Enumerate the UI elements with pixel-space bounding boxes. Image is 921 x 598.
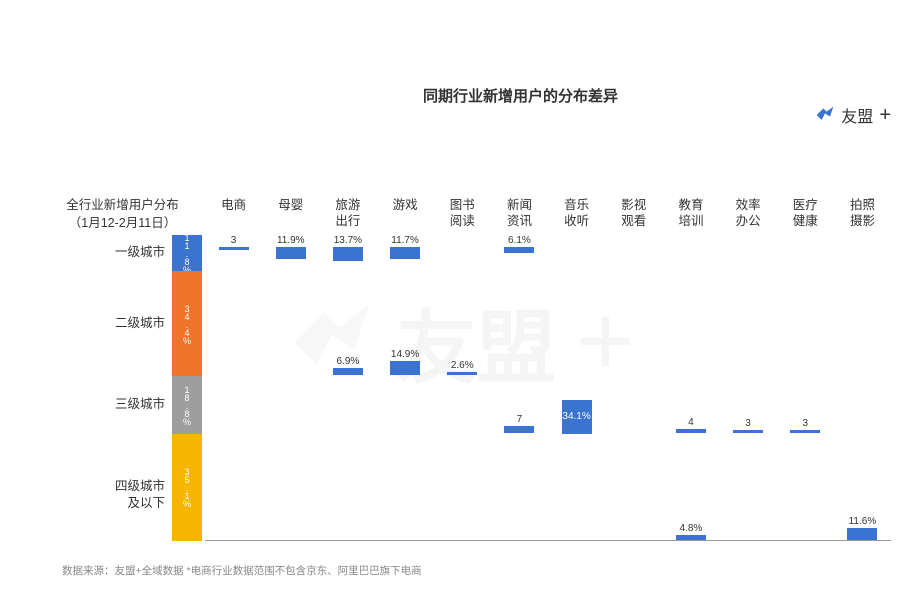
chart-title: 同期行业新增用户的分布差异 [120, 85, 921, 106]
bar-rect [333, 247, 363, 261]
column-header: 医疗健康 [777, 195, 834, 235]
bar: 4.8% [676, 523, 706, 540]
chart-area: 全行业新增用户分布 （1月12-2月11日） 11.8%34.4%18.8%35… [40, 195, 891, 548]
left-column: 全行业新增用户分布 （1月12-2月11日） 11.8%34.4%18.8%35… [40, 195, 205, 548]
bar-value-label: 11.7% [391, 235, 419, 246]
left-header: 全行业新增用户分布 （1月12-2月11日） [40, 195, 205, 235]
column-header: 游戏 [377, 195, 434, 235]
bar-value-label: 3 [231, 235, 237, 246]
bar-grid: 3 11.9% 13.7% 11.7% 6.1% 6.9% 14.9% 2.6% 7 34.1% 4… [205, 235, 891, 541]
stack-segment: 11.8% [172, 235, 202, 271]
bar-value-label: 7 [517, 414, 523, 425]
bar-value-label: 14.9% [391, 349, 419, 360]
bar-value-label: 34.1% [562, 411, 590, 422]
row-label: 三级城市 [115, 396, 165, 412]
column-header: 旅游出行 [319, 195, 376, 235]
bar: 4 [676, 417, 706, 433]
bar: 7 [504, 414, 534, 433]
bar: 6.1% [504, 235, 534, 253]
bar-value-label: 6.1% [508, 235, 531, 246]
stack-segment: 18.8% [172, 376, 202, 433]
bar-rect [676, 429, 706, 433]
row-label: 四级城市及以下 [115, 478, 165, 511]
bar: 14.9% [390, 349, 420, 376]
bar: 6.9% [333, 356, 363, 375]
bar-rect [390, 247, 420, 259]
left-header-line2: （1月12-2月11日） [40, 215, 205, 233]
bar-value-label: 4 [688, 417, 694, 428]
bar-rect [276, 247, 306, 259]
column-header: 效率办公 [720, 195, 777, 235]
bar-value-label: 11.6% [849, 516, 877, 527]
bar: 2.6% [447, 360, 477, 375]
bar-rect [847, 528, 877, 540]
column-header: 音乐收听 [548, 195, 605, 235]
bar: 3 [790, 418, 820, 433]
bar-value-label: 2.6% [451, 360, 474, 371]
bar-value-label: 3 [745, 418, 751, 429]
column-header: 母婴 [262, 195, 319, 235]
row-labels: 一级城市二级城市三级城市四级城市及以下 [40, 235, 165, 541]
row-label: 一级城市 [115, 244, 165, 260]
bar-value-label: 11.9% [277, 235, 305, 246]
bar-rect [504, 247, 534, 253]
bar: 13.7% [333, 235, 363, 261]
bar: 11.7% [390, 235, 420, 259]
column-headers: 电商母婴旅游出行游戏图书阅读新闻资讯音乐收听影视观看教育培训效率办公医疗健康拍照… [205, 195, 891, 235]
column-header: 新闻资讯 [491, 195, 548, 235]
bar-value-label: 4.8% [680, 523, 703, 534]
bar: 11.9% [276, 235, 306, 259]
stack-segment: 34.4% [172, 271, 202, 376]
bar-value-label: 13.7% [334, 235, 362, 246]
bar-rect: 34.1% [562, 400, 592, 434]
stacked-bar: 11.8%34.4%18.8%35.1% [172, 235, 202, 541]
bar-rect [219, 247, 249, 250]
bar-value-label: 6.9% [337, 356, 360, 367]
column-header: 教育培训 [662, 195, 719, 235]
bar-rect [447, 372, 477, 375]
bar-rect [504, 426, 534, 433]
right-panel: 电商母婴旅游出行游戏图书阅读新闻资讯音乐收听影视观看教育培训效率办公医疗健康拍照… [205, 195, 891, 548]
stack-segment: 35.1% [172, 434, 202, 541]
bar: 3 [219, 235, 249, 250]
logo-plus: + [879, 104, 891, 127]
column-header: 电商 [205, 195, 262, 235]
footnote: 数据来源：友盟+全域数据 *电商行业数据范围不包含京东、阿里巴巴旗下电商 [62, 563, 422, 578]
bar-rect [733, 430, 763, 433]
row-label: 二级城市 [115, 315, 165, 331]
bar-rect [333, 368, 363, 375]
bar: 3 [733, 418, 763, 433]
column-header: 影视观看 [605, 195, 662, 235]
bar: 11.6% [847, 516, 877, 540]
bar-rect [676, 535, 706, 540]
bar-rect [790, 430, 820, 433]
column-header: 拍照摄影 [834, 195, 891, 235]
brand-logo: 友盟 + [815, 103, 891, 127]
bar-rect [390, 361, 420, 376]
bar-value-label: 3 [802, 418, 808, 429]
column-header: 图书阅读 [434, 195, 491, 235]
logo-bird-icon [815, 105, 835, 125]
left-header-line1: 全行业新增用户分布 [40, 197, 205, 215]
logo-text: 友盟 [841, 103, 873, 127]
bar: 34.1% [562, 400, 592, 434]
